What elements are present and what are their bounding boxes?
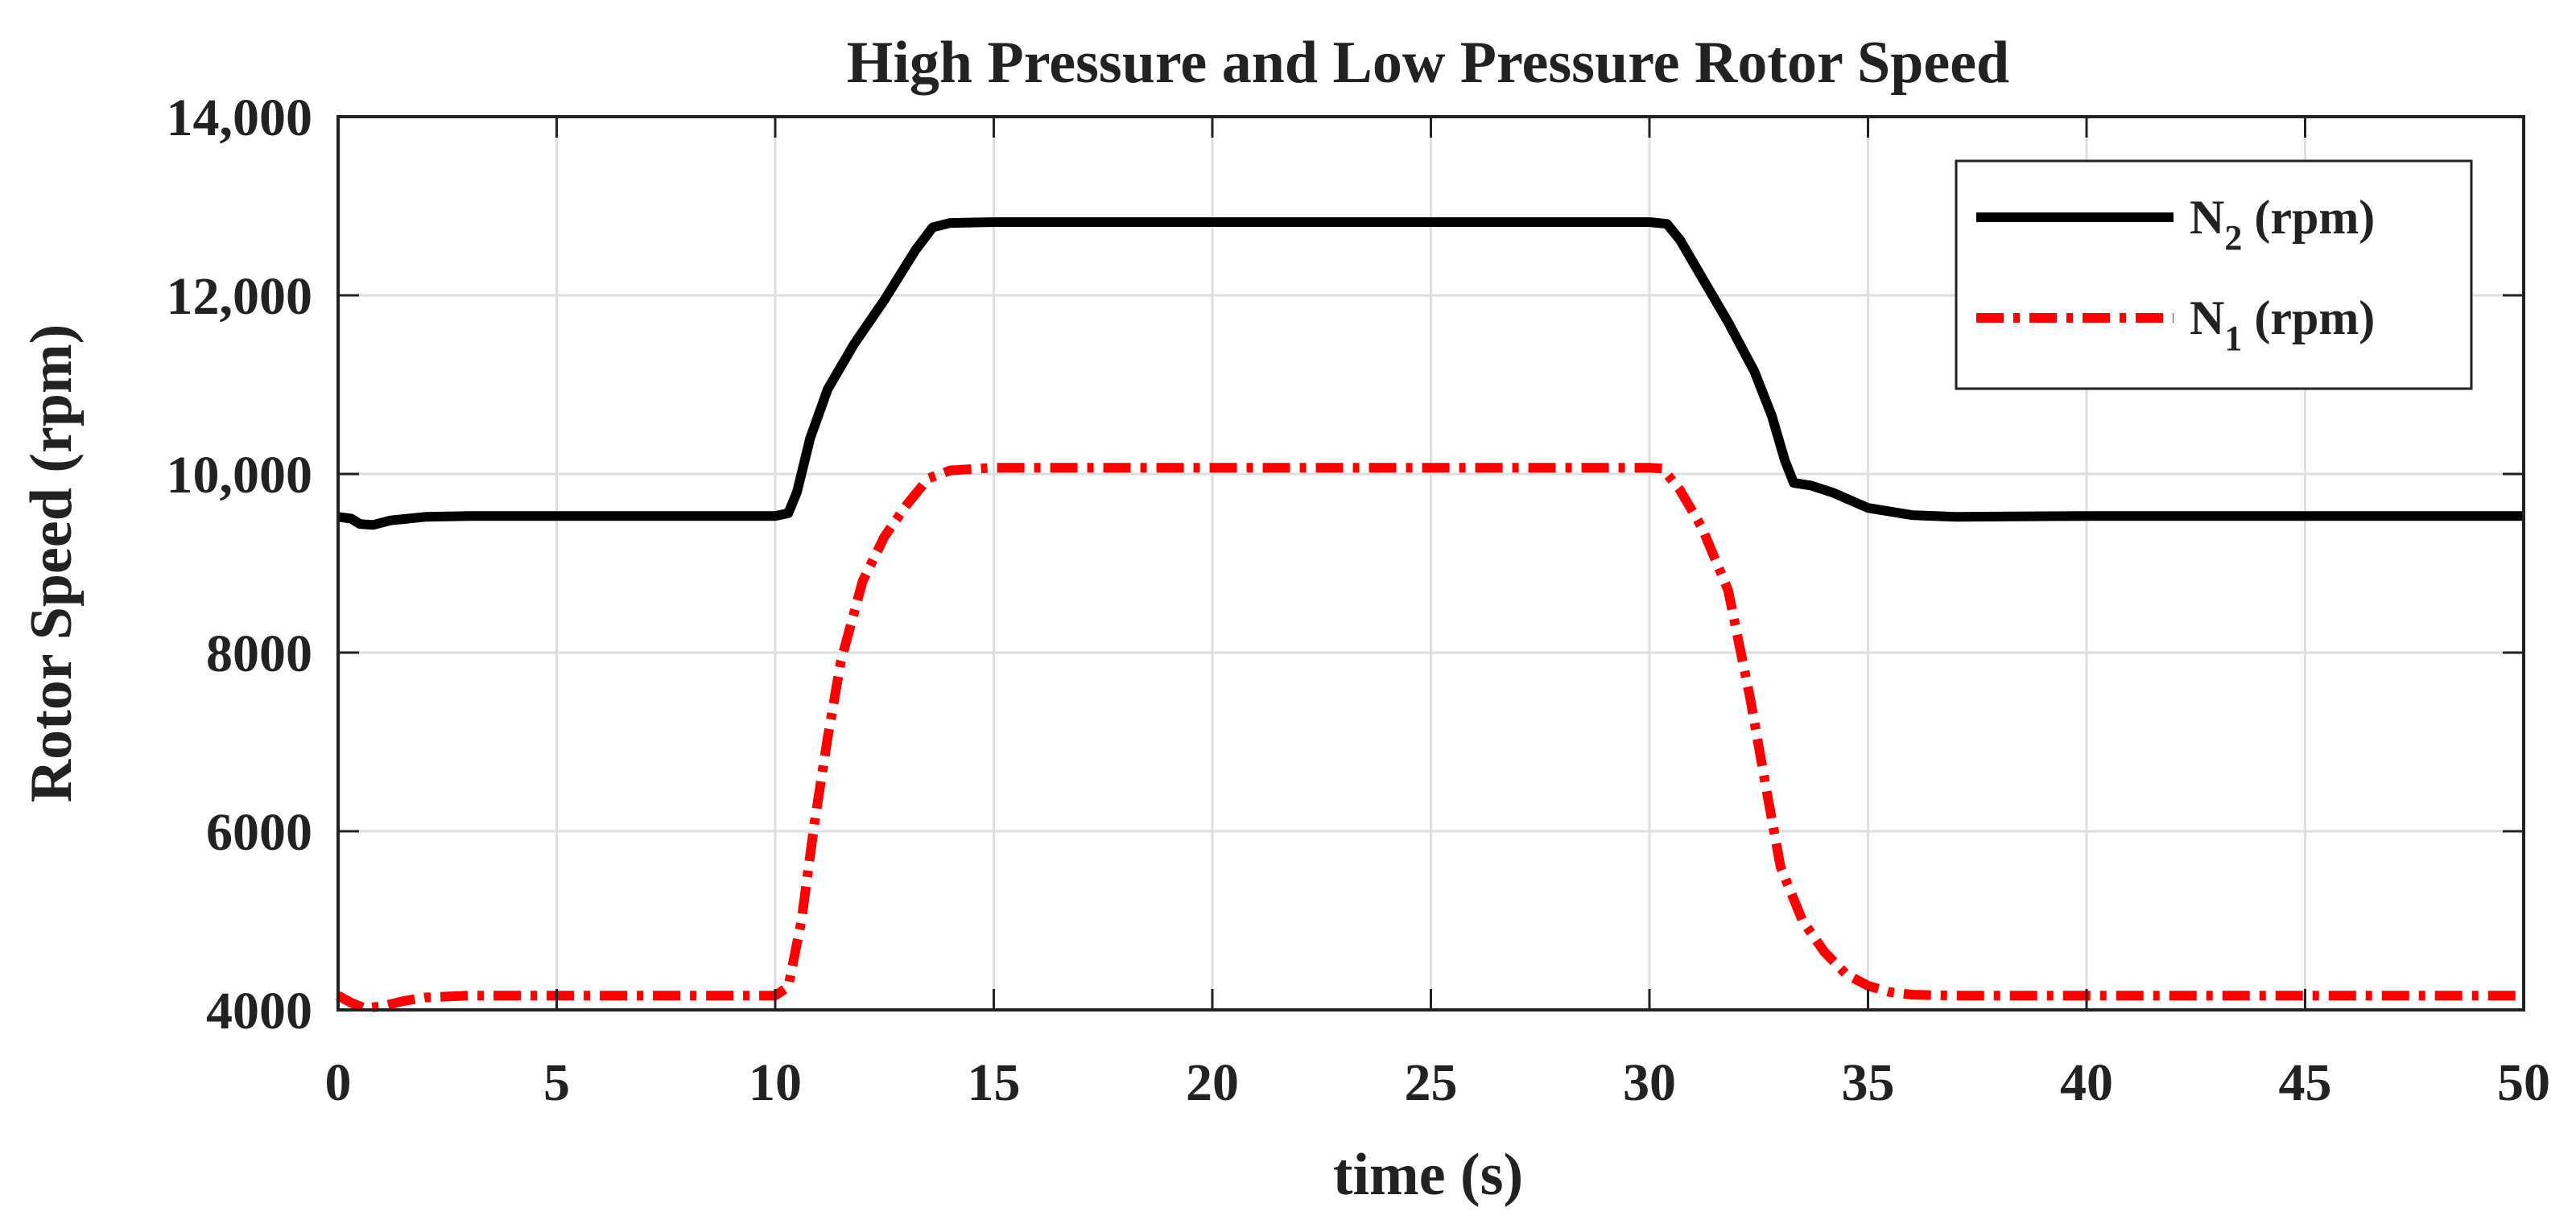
x-tick-label: 50 [2497,1053,2550,1112]
legend-label-n1: N1 (rpm) [2190,291,2375,358]
y-tick-label: 10,000 [167,446,313,505]
y-tick-label: 14,000 [167,89,313,147]
x-tick-label: 45 [2279,1053,2332,1112]
series-layer [336,217,2524,1013]
x-tick-label: 5 [543,1053,570,1112]
x-tick-label: 35 [1842,1053,1895,1112]
series-line-n2 [337,217,2524,530]
x-tick-label: 0 [325,1053,352,1112]
y-axis-label: Rotor Speed (rpm) [19,324,85,803]
tick-layer: 0 5 10 15 20 25 30 35 40 45 50 4000 6000 8000 10,000 12… [167,89,2551,1112]
x-tick-label: 25 [1405,1053,1458,1112]
x-tick-label: 10 [749,1053,802,1112]
x-tick-label: 20 [1186,1053,1239,1112]
y-tick-label: 12,000 [167,267,313,326]
y-tick-label: 4000 [206,982,312,1040]
x-axis-label: time (s) [1333,1142,1523,1208]
legend-box [1955,159,2473,390]
chart-title: High Pressure and Low Pressure Rotor Spe… [847,30,2009,96]
x-tick-label: 40 [2060,1053,2113,1112]
legend-label-n2: N2 (rpm) [2190,191,2375,258]
x-tick-label: 30 [1623,1053,1676,1112]
y-tick-label: 6000 [206,803,312,862]
y-tick-label: 8000 [206,624,312,683]
legend: N2 (rpm) N1 (rpm) [1955,159,2473,390]
x-tick-label: 15 [968,1053,1021,1112]
